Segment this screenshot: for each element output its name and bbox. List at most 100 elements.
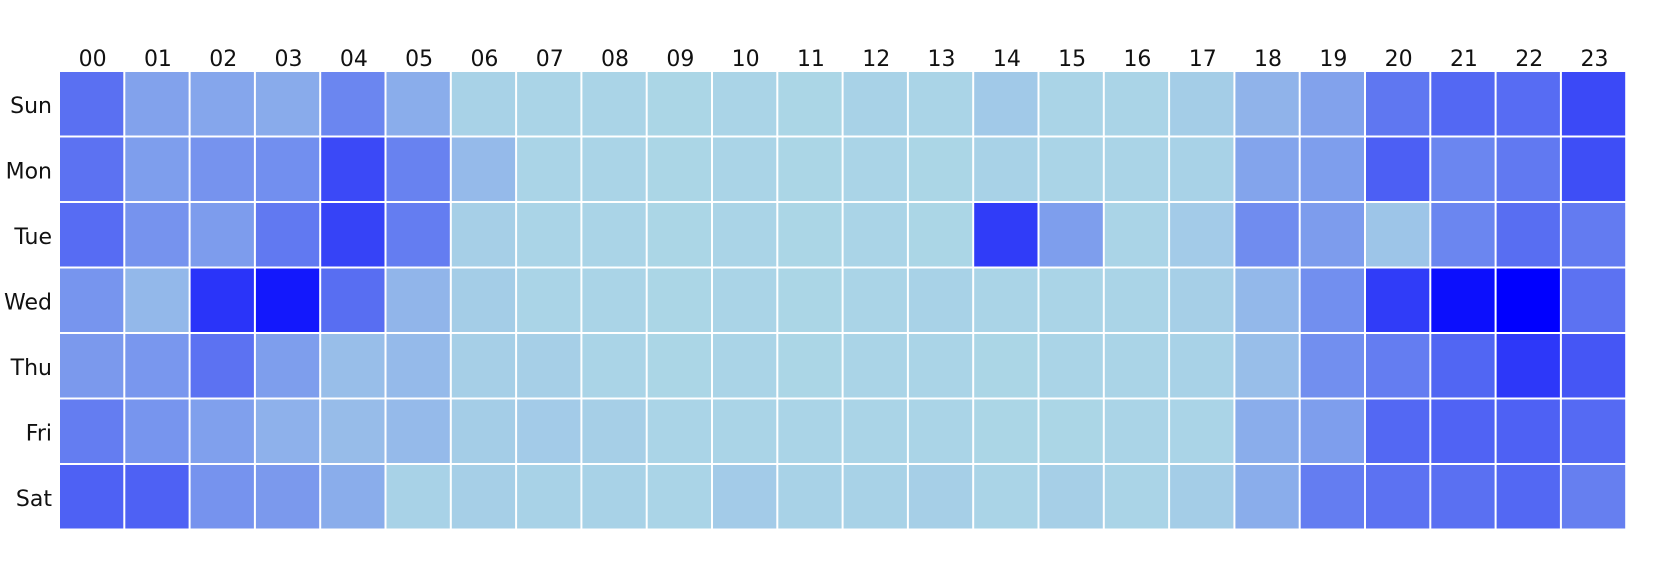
hour-label-14: 14 (993, 47, 1021, 72)
heatmap-cell-thu-17 (1170, 334, 1234, 398)
heatmap-cell-fri-23 (1561, 399, 1626, 463)
heatmap-cell-thu-04 (321, 334, 385, 398)
heatmap-cell-sat-08 (582, 465, 646, 529)
heatmap-cell-sun-21 (1431, 72, 1495, 136)
heatmap-cell-wed-08 (582, 268, 646, 332)
heatmap-cell-mon-16 (1104, 137, 1169, 201)
heatmap-cell-mon-15 (1039, 137, 1103, 201)
heatmap-cell-mon-03 (255, 137, 320, 201)
heatmap-cell-sun-09 (647, 72, 711, 136)
hour-label-07: 07 (536, 47, 564, 72)
heatmap-cell-fri-21 (1431, 399, 1495, 463)
heatmap-cell-tue-06 (451, 203, 516, 267)
heatmap-cell-wed-17 (1170, 268, 1234, 332)
day-label-sun: Sun (10, 94, 52, 119)
heatmap-cell-mon-09 (647, 137, 711, 201)
heatmap-cell-thu-21 (1431, 334, 1495, 398)
heatmap-cell-sun-13 (908, 72, 973, 136)
heatmap-cell-sun-11 (778, 72, 842, 136)
heatmap-cell-mon-20 (1366, 137, 1430, 201)
hour-label-01: 01 (144, 47, 172, 72)
heatmap-cell-sun-15 (1039, 72, 1103, 136)
heatmap-cell-tue-13 (908, 203, 973, 267)
heatmap-cell-fri-15 (1039, 399, 1103, 463)
heatmap-cell-wed-00 (60, 268, 124, 332)
heatmap-cell-wed-19 (1300, 268, 1364, 332)
heatmap-cell-mon-06 (451, 137, 516, 201)
heatmap-cell-sat-21 (1431, 465, 1495, 529)
heatmap-cell-mon-19 (1300, 137, 1364, 201)
heatmap-cell-thu-03 (255, 334, 320, 398)
heatmap-cell-tue-15 (1039, 203, 1103, 267)
heatmap-cell-fri-14 (974, 399, 1038, 463)
heatmap-cell-mon-05 (386, 137, 450, 201)
heatmap-cell-wed-03 (255, 268, 320, 332)
heatmap-cell-tue-21 (1431, 203, 1495, 267)
heatmap-cell-mon-13 (908, 137, 973, 201)
heatmap-cell-sat-22 (1496, 465, 1560, 529)
hour-label-05: 05 (405, 47, 433, 72)
heatmap-cell-thu-02 (190, 334, 254, 398)
heatmap-cell-sat-09 (647, 465, 711, 529)
heatmap-cell-fri-13 (908, 399, 973, 463)
heatmap-cell-sun-03 (255, 72, 320, 136)
hour-label-20: 20 (1385, 47, 1413, 72)
heatmap-cell-sun-23 (1561, 72, 1626, 136)
hour-label-06: 06 (470, 47, 498, 72)
heatmap-cell-sun-02 (190, 72, 254, 136)
heatmap-cell-thu-20 (1366, 334, 1430, 398)
hour-label-03: 03 (275, 47, 303, 72)
hour-label-17: 17 (1189, 47, 1217, 72)
hour-label-11: 11 (797, 47, 825, 72)
heatmap-cell-tue-20 (1366, 203, 1430, 267)
hour-label-16: 16 (1123, 47, 1151, 72)
hour-label-18: 18 (1254, 47, 1282, 72)
heatmap-cell-wed-22 (1496, 268, 1560, 332)
heatmap-cell-thu-09 (647, 334, 711, 398)
heatmap-cell-thu-22 (1496, 334, 1560, 398)
heatmap-cell-wed-10 (713, 268, 777, 332)
heatmap-cell-thu-12 (843, 334, 907, 398)
hour-label-04: 04 (340, 47, 368, 72)
heatmap-cell-wed-06 (451, 268, 516, 332)
heatmap-cell-sat-13 (908, 465, 973, 529)
heatmap-cell-sun-19 (1300, 72, 1364, 136)
heatmap-cell-wed-05 (386, 268, 450, 332)
heatmap-cells (60, 72, 1626, 529)
heatmap-cell-mon-21 (1431, 137, 1495, 201)
heatmap-cell-thu-15 (1039, 334, 1103, 398)
heatmap-cell-thu-10 (713, 334, 777, 398)
heatmap-cell-tue-19 (1300, 203, 1364, 267)
heatmap-cell-sun-04 (321, 72, 385, 136)
heatmap-cell-mon-23 (1561, 137, 1626, 201)
heatmap-cell-wed-21 (1431, 268, 1495, 332)
heatmap-cell-tue-12 (843, 203, 907, 267)
heatmap-cell-mon-07 (517, 137, 581, 201)
heatmap-cell-thu-00 (60, 334, 124, 398)
heatmap-cell-thu-08 (582, 334, 646, 398)
heatmap-cell-wed-02 (190, 268, 254, 332)
heatmap-cell-tue-00 (60, 203, 124, 267)
day-label-fri: Fri (26, 421, 52, 446)
heatmap-cell-tue-05 (386, 203, 450, 267)
heatmap-cell-wed-04 (321, 268, 385, 332)
heatmap-cell-fri-16 (1104, 399, 1169, 463)
day-label-mon: Mon (6, 159, 52, 184)
heatmap-cell-sat-16 (1104, 465, 1169, 529)
heatmap-cell-fri-00 (60, 399, 124, 463)
heatmap-cell-sun-07 (517, 72, 581, 136)
heatmap-cell-sun-22 (1496, 72, 1560, 136)
heatmap-cell-tue-01 (125, 203, 189, 267)
heatmap-cell-wed-20 (1366, 268, 1430, 332)
heatmap-cell-thu-11 (778, 334, 842, 398)
heatmap-cell-sun-10 (713, 72, 777, 136)
hour-label-19: 19 (1319, 47, 1347, 72)
heatmap-cell-tue-02 (190, 203, 254, 267)
heatmap-cell-tue-22 (1496, 203, 1560, 267)
heatmap-cell-tue-09 (647, 203, 711, 267)
heatmap-cell-fri-09 (647, 399, 711, 463)
heatmap-cell-wed-18 (1235, 268, 1299, 332)
heatmap-cell-sun-05 (386, 72, 450, 136)
